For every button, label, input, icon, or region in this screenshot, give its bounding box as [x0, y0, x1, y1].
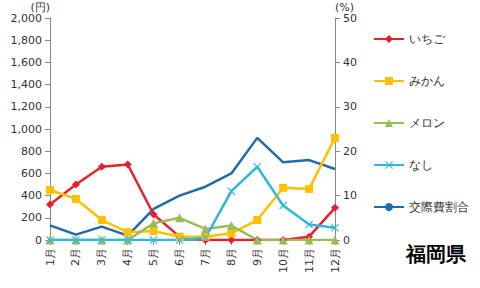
svg-text:11月: 11月: [303, 248, 316, 273]
svg-text:10月: 10月: [277, 248, 290, 273]
svg-text:50: 50: [343, 12, 357, 25]
svg-text:2月: 2月: [69, 248, 82, 266]
svg-text:交際費割合: 交際費割合: [409, 200, 469, 214]
svg-text:1,000: 1,000: [11, 123, 43, 136]
svg-text:0: 0: [343, 234, 350, 247]
svg-text:0: 0: [35, 234, 42, 247]
svg-text:1,200: 1,200: [11, 100, 43, 113]
svg-text:福岡県: 福岡県: [405, 242, 467, 266]
svg-text:1,400: 1,400: [11, 78, 43, 91]
svg-text:800: 800: [21, 145, 42, 158]
svg-text:いちご: いちご: [409, 32, 446, 46]
svg-text:40: 40: [343, 56, 357, 69]
svg-text:12月: 12月: [329, 248, 342, 273]
svg-text:10: 10: [343, 189, 357, 202]
svg-text:1,600: 1,600: [11, 56, 43, 69]
svg-text:7月: 7月: [199, 248, 212, 266]
svg-text:200: 200: [21, 211, 42, 224]
svg-text:4月: 4月: [121, 248, 134, 266]
svg-text:1月: 1月: [44, 248, 57, 266]
svg-text:2,000: 2,000: [11, 12, 43, 25]
svg-text:20: 20: [343, 145, 357, 158]
svg-text:600: 600: [21, 167, 42, 180]
svg-text:1,800: 1,800: [11, 34, 43, 47]
svg-text:30: 30: [343, 100, 357, 113]
svg-text:400: 400: [21, 189, 42, 202]
svg-text:5月: 5月: [147, 248, 160, 266]
svg-text:8月: 8月: [225, 248, 238, 266]
svg-text:メロン: メロン: [409, 116, 445, 130]
svg-text:(円): (円): [30, 0, 50, 14]
svg-text:なし: なし: [409, 158, 433, 172]
svg-text:3月: 3月: [95, 248, 108, 266]
svg-text:9月: 9月: [251, 248, 264, 266]
svg-text:6月: 6月: [173, 248, 186, 266]
svg-text:みかん: みかん: [409, 74, 445, 88]
